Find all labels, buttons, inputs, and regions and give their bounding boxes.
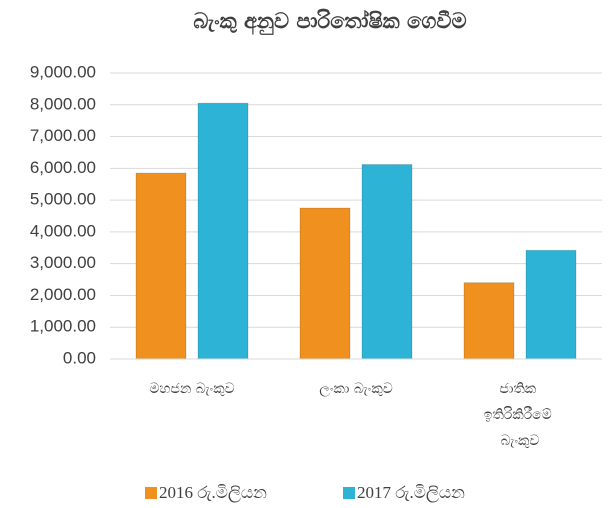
y-tick-label: 6,000.00: [30, 158, 96, 177]
y-tick-label: 2,000.00: [30, 285, 96, 304]
chart-title: බැංකු අනුව පාරිතෝෂික ගෙවීම: [193, 9, 466, 36]
y-tick-label: 5,000.00: [30, 190, 96, 209]
x-tick-label: මහජන බැංකුව: [149, 381, 234, 397]
x-tick-label: ජාතික ඉතිරිකිරීමේ බැංකුව: [484, 381, 556, 449]
legend-swatch: [343, 487, 355, 499]
bar: [197, 102, 249, 360]
x-tick-label: ලංකා බැංකුව: [319, 381, 393, 397]
legend-swatch: [145, 487, 157, 499]
y-tick-label: 3,000.00: [30, 253, 96, 272]
y-tick-label: 8,000.00: [30, 94, 96, 113]
bar: [299, 207, 351, 360]
y-tick-label: 4,000.00: [30, 221, 96, 240]
bar: [135, 172, 187, 360]
y-tick-label: 0.00: [63, 348, 96, 367]
y-tick-label: 7,000.00: [30, 126, 96, 145]
legend-label: 2017 රු.මිලියන: [357, 483, 465, 503]
legend-label: 2016 රු.මිලියන: [159, 483, 267, 503]
bar: [361, 164, 413, 360]
y-tick-label: 9,000.00: [30, 62, 96, 81]
y-tick-label: 1,000.00: [30, 317, 96, 336]
bar: [463, 282, 515, 360]
bar: [525, 249, 577, 360]
